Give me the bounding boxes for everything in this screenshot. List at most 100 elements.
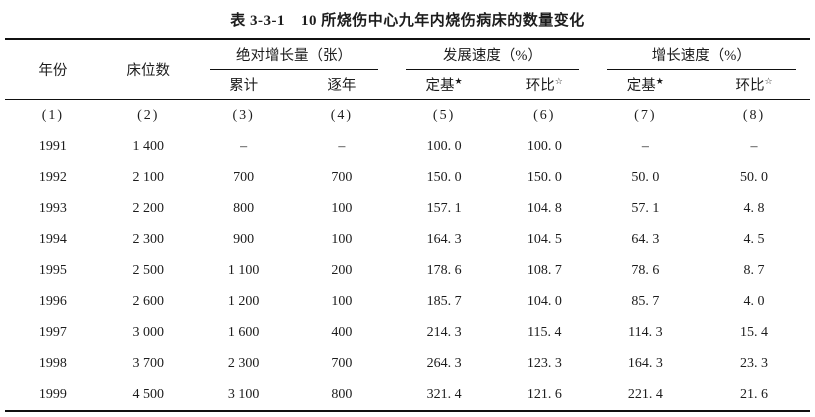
value-cell: 200	[331, 262, 353, 278]
value-cell: 185. 7	[426, 293, 462, 309]
value-cell: 2 200	[132, 200, 165, 216]
header-group-growth-speed: 增长速度（%）	[593, 39, 810, 70]
value-cell: 800	[331, 386, 353, 402]
header-row-groups: 年份 床位数 绝对增长量（张） 发展速度（%） 增长速度（%）	[5, 39, 810, 100]
header-year: 年份	[5, 39, 101, 100]
filled-star-mark: ★	[454, 77, 463, 88]
header-chain-dev: 环比☆	[496, 70, 593, 100]
value-cell: 321. 4	[426, 386, 462, 402]
value-cell: –	[240, 138, 248, 154]
value-cell: 100	[331, 293, 353, 309]
value-cell: 164. 3	[627, 355, 663, 371]
header-beds: 床位数	[100, 39, 196, 100]
column-number: (2)	[137, 107, 160, 123]
column-number: (4)	[330, 107, 354, 123]
value-cell: 85. 7	[631, 293, 660, 309]
value-cell: 157. 1	[426, 200, 462, 216]
group-label: 绝对增长量（张）	[235, 48, 352, 64]
column-number: (6)	[533, 107, 556, 123]
value-cell: 104. 8	[526, 200, 562, 216]
value-cell: 214. 3	[426, 324, 462, 340]
value-cell: 115. 4	[527, 324, 562, 340]
value-cell: –	[750, 138, 758, 154]
value-cell: 21. 6	[740, 386, 769, 402]
value-cell: –	[338, 138, 346, 154]
table-row: 1995 2 500 1 100 200 178. 6 108. 7 78. 6 8. 7	[5, 255, 810, 286]
column-number: (7)	[634, 107, 657, 123]
value-cell: 1 600	[227, 324, 260, 340]
header-row-sub: 累计 逐年 定基★ 环比☆ 定基★ 环比☆	[5, 70, 810, 100]
value-cell: 4. 5	[743, 231, 765, 247]
value-cell: 50. 0	[740, 169, 769, 185]
table-row: 1996 2 600 1 200 100 185. 7 104. 0 85. 7 4. 0	[5, 286, 810, 317]
value-cell: 221. 4	[627, 386, 663, 402]
value-cell: 104. 0	[526, 293, 562, 309]
table-caption: 10 所烧伤中心九年内烧伤病床的数量变化	[300, 12, 585, 29]
value-cell: 1 400	[132, 138, 165, 154]
value-cell: 100	[331, 231, 353, 247]
value-cell: 114. 3	[628, 324, 663, 340]
year-cell: 1998	[38, 355, 67, 371]
table-row: 1993 2 200 800 100 157. 1 104. 8 57. 1 4. 8	[5, 193, 810, 224]
column-number: (1)	[41, 107, 65, 123]
table-row: 1992 2 100 700 700 150. 0 150. 0 50. 0 50. 0	[5, 162, 810, 193]
value-cell: 2 600	[132, 293, 165, 309]
table-body: (1) (2) (3) (4) (5) (6) (7) (8) 1991 1 40…	[5, 100, 810, 412]
table-row: 1999 4 500 3 100 800 321. 4 121. 6 221. 4 21. 6	[5, 379, 810, 411]
value-cell: 108. 7	[526, 262, 562, 278]
table-row: 1997 3 000 1 600 400 214. 3 115. 4 114. 3 15. 4	[5, 317, 810, 348]
open-star-mark: ☆	[764, 77, 773, 88]
value-cell: 15. 4	[740, 324, 769, 340]
value-cell: 100. 0	[426, 138, 462, 154]
year-cell: 1993	[38, 200, 67, 216]
value-cell: 23. 3	[740, 355, 769, 371]
table-row: 1991 1 400 – – 100. 0 100. 0 – –	[5, 131, 810, 162]
year-cell: 1994	[38, 231, 67, 247]
value-cell: 700	[233, 169, 255, 185]
year-cell: 1997	[38, 324, 67, 340]
table-title: 表 3-3-1 10 所烧伤中心九年内烧伤病床的数量变化	[0, 0, 815, 38]
header-yearly: 逐年	[291, 70, 393, 100]
value-cell: 400	[331, 324, 353, 340]
open-star-mark: ☆	[554, 77, 563, 88]
column-number: (3)	[232, 107, 255, 123]
group-label: 发展速度（%）	[442, 48, 542, 64]
value-cell: 264. 3	[426, 355, 462, 371]
table-row: 1994 2 300 900 100 164. 3 104. 5 64. 3 4. 5	[5, 224, 810, 255]
value-cell: 3 100	[227, 386, 260, 402]
value-cell: 150. 0	[526, 169, 562, 185]
value-cell: 1 200	[227, 293, 260, 309]
column-number-row: (1) (2) (3) (4) (5) (6) (7) (8)	[5, 100, 810, 132]
year-cell: 1991	[38, 138, 67, 154]
header-fixed-base-dev: 定基★	[392, 70, 497, 100]
column-number: (5)	[432, 107, 456, 123]
header-group-absolute-growth: 绝对增长量（张）	[196, 39, 392, 70]
value-cell: 2 300	[227, 355, 260, 371]
year-cell: 1996	[38, 293, 67, 309]
header-group-development-speed: 发展速度（%）	[392, 39, 592, 70]
filled-star-mark: ★	[655, 77, 664, 88]
value-cell: 100. 0	[526, 138, 562, 154]
value-cell: 4. 8	[743, 200, 765, 216]
header-cumulative: 累计	[195, 70, 292, 100]
value-cell: 900	[233, 231, 255, 247]
value-cell: 100	[331, 200, 353, 216]
header-chain-growth: 环比☆	[698, 70, 810, 100]
value-cell: 64. 3	[631, 231, 660, 247]
value-cell: 3 700	[132, 355, 165, 371]
value-cell: 2 300	[132, 231, 165, 247]
value-cell: 123. 3	[526, 355, 562, 371]
value-cell: –	[641, 138, 649, 154]
value-cell: 8. 7	[743, 262, 765, 278]
value-cell: 104. 5	[526, 231, 562, 247]
header-fixed-base-growth: 定基★	[592, 70, 699, 100]
value-cell: 700	[331, 169, 353, 185]
value-cell: 2 500	[132, 262, 165, 278]
value-cell: 78. 6	[631, 262, 660, 278]
value-cell: 700	[331, 355, 353, 371]
year-cell: 1995	[38, 262, 67, 278]
year-cell: 1999	[38, 386, 67, 402]
data-table: 年份 床位数 绝对增长量（张） 发展速度（%） 增长速度（%） 累计 逐年 定基…	[5, 38, 810, 412]
group-label: 增长速度（%）	[651, 48, 751, 64]
